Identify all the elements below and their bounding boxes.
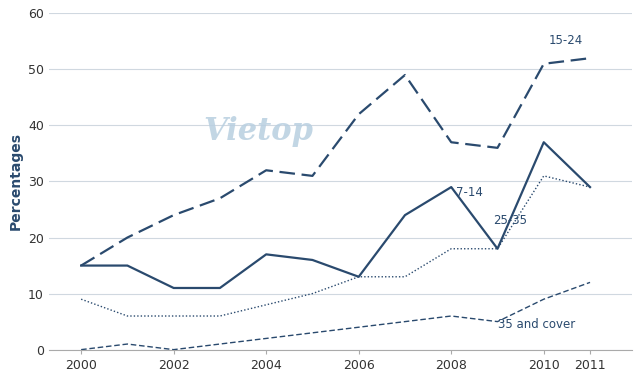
Text: Vietop: Vietop [204,116,314,147]
Text: 35 and cover: 35 and cover [497,318,575,331]
Text: 15-24: 15-24 [548,34,582,47]
Text: 25-35: 25-35 [493,214,527,227]
Y-axis label: Percentages: Percentages [8,133,22,231]
Text: 7-14: 7-14 [456,186,483,199]
